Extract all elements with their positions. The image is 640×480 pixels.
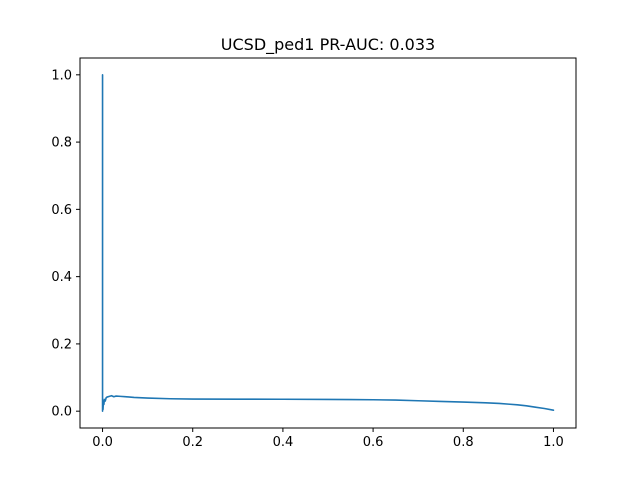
x-tick-label-1: 0.2	[182, 435, 203, 450]
axes-frame	[79, 57, 577, 429]
y-tick-label-1: 0.2	[51, 337, 72, 352]
y-tick-label-4: 0.8	[51, 136, 72, 151]
series-layer	[101, 74, 555, 412]
chart-title: UCSD_ped1 PR-AUC: 0.033	[221, 35, 435, 55]
x-axis: 0.0 0.2 0.4 0.6 0.8 1.0	[92, 428, 564, 450]
y-tick-label-0: 0.0	[51, 405, 72, 420]
series-line-0	[101, 74, 555, 412]
x-tick-label-0: 0.0	[92, 435, 113, 450]
x-tick-label-2: 0.4	[273, 435, 294, 450]
x-tick-label-4: 0.8	[453, 435, 474, 450]
y-tick-label-3: 0.6	[51, 203, 72, 218]
x-tick-label-3: 0.6	[363, 435, 384, 450]
y-axis: 0.0 0.2 0.4 0.6 0.8 1.0	[51, 68, 80, 420]
x-tick-label-5: 1.0	[543, 435, 564, 450]
y-tick-label-5: 1.0	[51, 68, 72, 83]
y-tick-label-2: 0.4	[51, 270, 72, 285]
